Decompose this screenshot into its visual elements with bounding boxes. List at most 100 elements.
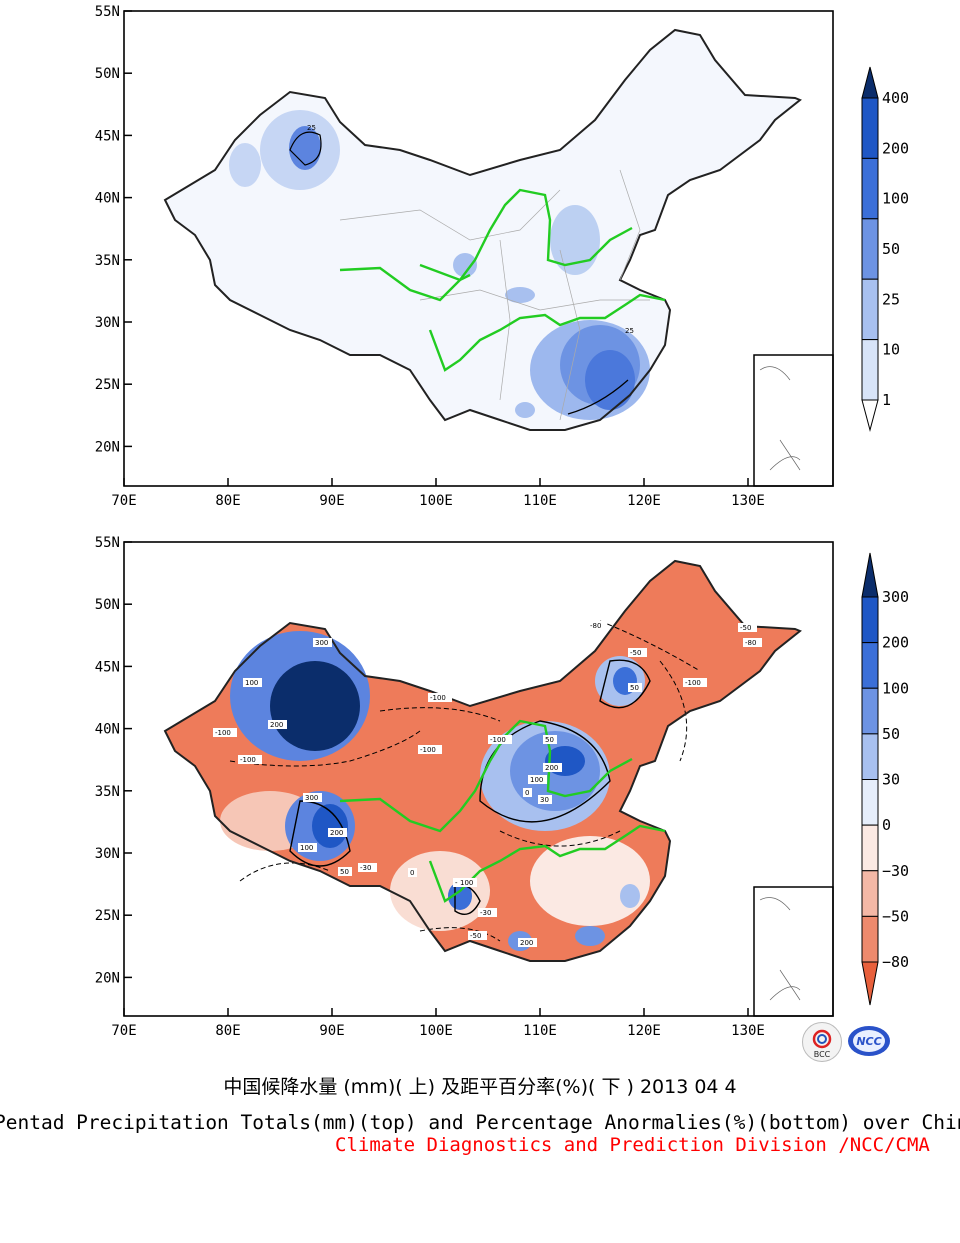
contour-label: 50 xyxy=(545,736,554,744)
lon-tick-label: 100E xyxy=(419,493,453,509)
lat-tick-label: 50N xyxy=(95,66,120,82)
bottom-map-panel: -100 -100 -100 -100 -100 -100 -80 -80 -50 -50 -50 -… xyxy=(95,535,909,1039)
lon-tick-label: 90E xyxy=(319,493,344,509)
contour-label-bg xyxy=(543,735,557,744)
contour-label: -100 xyxy=(420,746,436,754)
contour-label: 100 xyxy=(245,679,258,687)
colorbar-segment xyxy=(861,870,879,917)
contour-label: -100 xyxy=(240,756,256,764)
ncc-logo: NCC xyxy=(846,1024,892,1058)
top-rivers xyxy=(339,188,666,372)
colorbar-label: 100 xyxy=(882,190,909,208)
contour-label-bg xyxy=(628,683,642,692)
lat-tick-label: 50N xyxy=(95,597,120,613)
colorbar-segment xyxy=(861,218,879,280)
svg-text:BCC: BCC xyxy=(814,1050,831,1059)
lat-tick-label: 25N xyxy=(95,908,120,924)
contour-label: -30 xyxy=(480,909,491,917)
top-lat-axis: 55N 50N 45N 40N 35N 30N 25N 20N xyxy=(95,4,132,455)
contour-label: 200 xyxy=(520,939,533,947)
contour-label: -80 xyxy=(590,622,601,630)
contour-label: 50 xyxy=(340,868,349,876)
lat-tick-label: 20N xyxy=(95,970,120,986)
colorbar-segment xyxy=(861,824,879,872)
contour-label-bg xyxy=(418,745,442,754)
contour-label: 200 xyxy=(270,721,283,729)
colorbar-top-arrow xyxy=(861,552,879,598)
colorbar-label: 50 xyxy=(882,240,900,258)
contour-label-bg xyxy=(538,795,552,804)
top-contour-label: 25 xyxy=(307,124,316,132)
contour-label: -100 xyxy=(490,736,506,744)
contour-label: 100 xyxy=(300,844,313,852)
colorbar-label: −80 xyxy=(882,953,909,971)
colorbar-segment xyxy=(861,596,879,644)
contour-label-bg xyxy=(458,878,477,887)
caption-english: Pentad Precipitation Totals(mm)(top) and… xyxy=(0,1111,960,1134)
contour-label-bg xyxy=(488,735,512,744)
lat-tick-label: 55N xyxy=(95,4,120,20)
colorbar-label: 300 xyxy=(882,588,909,606)
lat-tick-label: 25N xyxy=(95,377,120,393)
colorbar-label: −30 xyxy=(882,862,909,880)
colorbar-label: 1 xyxy=(882,391,891,409)
contour-label-bg xyxy=(303,793,322,802)
top-contour-label: 25 xyxy=(625,327,634,335)
contour-label-bg xyxy=(428,693,452,702)
contour-label-bg xyxy=(468,931,487,940)
colorbar-label: 0 xyxy=(882,816,891,834)
lat-tick-label: 45N xyxy=(95,128,120,144)
lon-tick-label: 130E xyxy=(731,1023,765,1039)
contour-label-bg xyxy=(338,867,352,876)
lon-tick-label: 130E xyxy=(731,493,765,509)
contour-label-bg xyxy=(528,775,547,784)
colorbar-segment xyxy=(861,733,879,780)
colorbar-segment xyxy=(861,97,879,159)
lat-tick-label: 40N xyxy=(95,722,120,738)
caption-chinese: 中国候降水量 (mm)( 上) 及距平百分率(%)( 下 ) 2013 04 4 xyxy=(223,1076,737,1098)
contour-label: 50 xyxy=(630,684,639,692)
contour-label: 300 xyxy=(315,639,328,647)
lat-tick-label: 45N xyxy=(95,659,120,675)
contour-label-bg xyxy=(523,788,532,797)
lon-tick-label: 90E xyxy=(319,1023,344,1039)
colorbar-label: 25 xyxy=(882,290,900,308)
lat-tick-label: 40N xyxy=(95,191,120,207)
colorbar-label: 400 xyxy=(882,89,909,107)
contour-label-bg xyxy=(628,648,647,657)
lon-tick-label: 100E xyxy=(419,1023,453,1039)
colorbar-bottom-arrow xyxy=(861,961,879,1006)
contour-label: -100 xyxy=(215,729,231,737)
contour-label-bg xyxy=(298,843,317,852)
contour-label: -100 xyxy=(685,679,701,687)
contour-label-bg xyxy=(478,908,497,917)
contour-label: 100 xyxy=(530,776,543,784)
lon-tick-label: 80E xyxy=(215,1023,240,1039)
bottom-contour-labels: -100 -100 -100 -100 -100 -100 -80 -80 -50 -50 -50 -… xyxy=(213,621,762,947)
lon-tick-label: 70E xyxy=(111,1023,136,1039)
colorbar-label: 200 xyxy=(882,634,909,652)
top-map-panel: 25 25 55N 50N 45N 40N 35N 30N 25N 20N 70E 80E 90E… xyxy=(95,4,909,509)
contour-label-bg xyxy=(738,623,757,632)
contour-label: -50 xyxy=(630,649,641,657)
contour-label: -80 xyxy=(745,639,756,647)
colorbar-label: 100 xyxy=(882,679,909,697)
contour-label: 200 xyxy=(330,829,343,837)
contour-label: -30 xyxy=(360,864,371,872)
contour-label-bg xyxy=(408,868,417,877)
top-colorbar: 400 200 100 50 25 10 1 xyxy=(861,66,909,432)
contour-label: 0 xyxy=(525,789,529,797)
lat-tick-label: 30N xyxy=(95,846,120,862)
colorbar-segment xyxy=(861,642,879,689)
colorbar-segment xyxy=(861,687,879,735)
top-map-frame xyxy=(123,10,834,487)
bottom-south-china-sea-inset xyxy=(753,886,834,1017)
colorbar-label: 10 xyxy=(882,341,900,359)
bottom-lon-axis: 70E 80E 90E 100E 110E 120E 130E xyxy=(111,1008,765,1039)
colorbar-segment xyxy=(861,157,879,220)
contour-label: 300 xyxy=(305,794,318,802)
contour-label-bg xyxy=(358,863,377,872)
contour-label-bg xyxy=(543,763,562,772)
